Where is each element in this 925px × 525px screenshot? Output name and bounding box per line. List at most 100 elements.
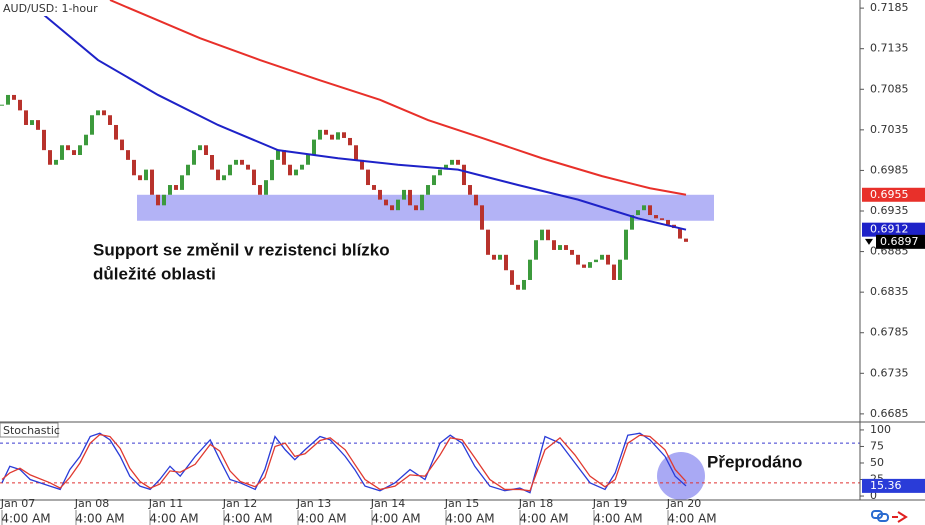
candle bbox=[504, 254, 508, 271]
value-box bbox=[862, 222, 925, 237]
y-tick-label: 0.7085 bbox=[870, 82, 909, 95]
value-box bbox=[862, 478, 925, 493]
candle bbox=[552, 240, 556, 250]
candle bbox=[180, 175, 184, 190]
date-label: Jan 19 bbox=[592, 497, 627, 510]
candle bbox=[474, 194, 478, 206]
y-tick-label: 0.7035 bbox=[870, 123, 909, 136]
candle bbox=[510, 270, 514, 285]
y-tick-label: 0.6735 bbox=[870, 366, 909, 379]
candle bbox=[444, 164, 448, 170]
y-tick-label: 0.6685 bbox=[870, 407, 909, 420]
candle bbox=[516, 284, 520, 290]
y-tick-label: 0.6835 bbox=[870, 285, 909, 298]
candle bbox=[648, 205, 652, 216]
candle bbox=[36, 120, 40, 130]
candle bbox=[162, 194, 166, 206]
candle bbox=[216, 169, 220, 181]
candle bbox=[78, 145, 82, 156]
candle bbox=[72, 150, 76, 156]
candle bbox=[636, 210, 640, 216]
candle bbox=[582, 264, 586, 268]
candle bbox=[354, 145, 358, 160]
candle bbox=[558, 245, 562, 250]
y-tick-label: 0 bbox=[870, 489, 877, 502]
candle bbox=[522, 279, 526, 290]
value-label: 15.36 bbox=[870, 479, 902, 492]
candle bbox=[606, 254, 610, 265]
candle bbox=[540, 229, 544, 241]
candle bbox=[156, 194, 160, 206]
candle bbox=[630, 215, 634, 230]
candle bbox=[120, 139, 124, 151]
candle bbox=[222, 175, 226, 181]
candle bbox=[144, 169, 148, 181]
candle bbox=[588, 262, 592, 268]
stochastic-line bbox=[1, 433, 687, 492]
y-tick-label: 0.7135 bbox=[870, 42, 909, 55]
date-label: Jan 14 bbox=[370, 497, 405, 510]
title-bg bbox=[0, 0, 98, 16]
moving-average bbox=[25, 0, 687, 231]
candle bbox=[264, 180, 268, 195]
candle bbox=[618, 259, 622, 280]
candle bbox=[678, 228, 682, 239]
value-box bbox=[876, 234, 925, 249]
candle bbox=[306, 155, 310, 165]
candle bbox=[336, 132, 340, 140]
y-tick-label: 0.6985 bbox=[870, 163, 909, 176]
y-tick-label: 75 bbox=[870, 439, 884, 452]
date-label: Jan 15 bbox=[444, 497, 479, 510]
candle bbox=[126, 150, 130, 160]
candle bbox=[534, 240, 538, 260]
value-label: 0.6912 bbox=[870, 223, 909, 236]
x-tick-label: 4:00 AM bbox=[371, 512, 420, 525]
y-tick-label: 0.6785 bbox=[870, 326, 909, 339]
annotation: důležité oblasti bbox=[93, 264, 216, 283]
candle bbox=[366, 169, 370, 186]
candle bbox=[348, 137, 352, 146]
candle bbox=[138, 175, 142, 181]
value-label: 0.6897 bbox=[880, 235, 919, 248]
candle bbox=[570, 249, 574, 255]
arrow-icon[interactable] bbox=[892, 511, 908, 523]
candle bbox=[204, 145, 208, 156]
candle bbox=[660, 218, 664, 220]
candle bbox=[468, 185, 472, 195]
annotation: Přeprodáno bbox=[707, 452, 802, 471]
candle bbox=[96, 110, 100, 116]
candle bbox=[66, 145, 70, 151]
candle bbox=[300, 164, 304, 170]
candle bbox=[60, 145, 64, 160]
candle bbox=[384, 199, 388, 206]
candle bbox=[276, 150, 280, 160]
candle bbox=[0, 104, 4, 106]
price-marker bbox=[865, 238, 873, 245]
candle bbox=[198, 145, 202, 151]
link-icon[interactable] bbox=[877, 513, 889, 522]
candle bbox=[498, 254, 502, 260]
candle bbox=[258, 185, 262, 195]
candle bbox=[210, 155, 214, 170]
date-label: Jan 20 bbox=[666, 497, 701, 510]
candle bbox=[18, 99, 22, 111]
candle bbox=[486, 229, 490, 255]
candle bbox=[294, 169, 298, 176]
candle bbox=[24, 110, 28, 125]
candle bbox=[390, 205, 394, 211]
x-tick-label: 4:00 AM bbox=[519, 512, 568, 525]
candle bbox=[234, 159, 238, 165]
candle bbox=[282, 150, 286, 165]
stochastic-panel bbox=[0, 432, 860, 500]
candle bbox=[576, 254, 580, 265]
candle bbox=[12, 94, 16, 100]
date-label: Jan 11 bbox=[148, 497, 183, 510]
candle bbox=[564, 245, 568, 250]
toolbar-icons[interactable] bbox=[871, 510, 908, 523]
x-tick-label: 4:00 AM bbox=[1, 512, 50, 525]
candle bbox=[624, 229, 628, 260]
date-label: Jan 08 bbox=[74, 497, 109, 510]
